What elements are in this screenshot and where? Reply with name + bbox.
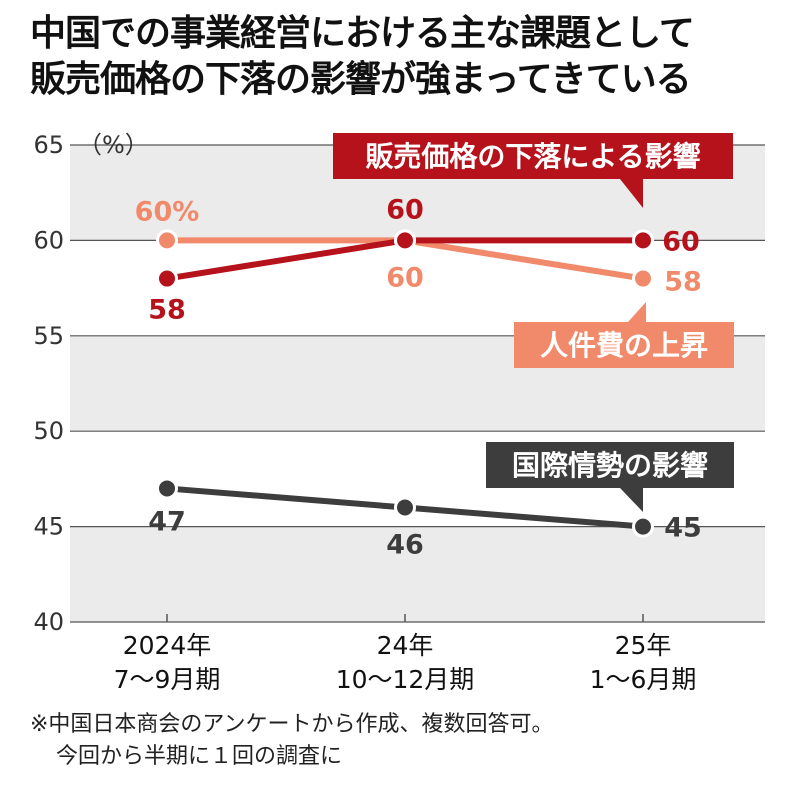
data-label-price-1: 60 bbox=[386, 194, 424, 225]
y-tick-label-60: 60 bbox=[33, 226, 64, 254]
data-label-labor-2: 58 bbox=[664, 267, 702, 298]
legend-pointer-intl bbox=[620, 488, 643, 512]
legend-box-price bbox=[333, 133, 733, 179]
data-point-intl-2 bbox=[632, 515, 654, 538]
x-category-label-1-0: 24年 bbox=[377, 631, 434, 660]
legend-pointer-price bbox=[620, 179, 643, 208]
legend-label-price: 販売価格の下落による影響 bbox=[365, 140, 700, 173]
x-category-label-0-1: 7～9月期 bbox=[114, 665, 221, 694]
data-point-labor-2 bbox=[632, 267, 654, 290]
data-point-price-2 bbox=[632, 229, 654, 252]
data-point-labor-0 bbox=[156, 229, 178, 252]
x-category-label-0-0: 2024年 bbox=[123, 631, 212, 660]
y-tick-label-40: 40 bbox=[33, 608, 64, 636]
data-label-intl-2: 45 bbox=[664, 513, 702, 544]
data-point-intl-1 bbox=[394, 496, 416, 519]
data-label-intl-1: 46 bbox=[386, 530, 424, 561]
x-category-label-1-1: 10～12月期 bbox=[336, 665, 475, 694]
data-label-intl-0: 47 bbox=[148, 506, 186, 537]
y-tick-label-55: 55 bbox=[33, 322, 64, 350]
x-category-label-2-1: 1～6月期 bbox=[590, 665, 697, 694]
y-tick-label-50: 50 bbox=[33, 417, 64, 445]
y-tick-label-65: 65 bbox=[33, 131, 64, 159]
chart-title-line-1: 中国での事業経営における主な課題として bbox=[30, 13, 695, 54]
data-point-price-1 bbox=[394, 229, 416, 252]
data-label-labor-0: 60% bbox=[135, 196, 200, 227]
legend-label-intl: 国際情勢の影響 bbox=[512, 449, 708, 482]
legend-box-intl bbox=[486, 442, 734, 488]
y-tick-label-45: 45 bbox=[33, 513, 64, 541]
data-point-intl-0 bbox=[156, 477, 178, 500]
chart-title-line-2: 販売価格の下落の影響が強まってきている bbox=[30, 59, 692, 100]
data-label-price-0: 58 bbox=[148, 295, 186, 326]
y-unit-label: （%） bbox=[78, 131, 149, 159]
legend-box-labor bbox=[514, 322, 734, 368]
survey-note: 今回から半期に１回の調査に bbox=[56, 744, 343, 769]
data-point-price-0 bbox=[156, 267, 178, 290]
grid-band-2 bbox=[70, 526, 765, 622]
x-category-label-2-0: 25年 bbox=[615, 631, 672, 660]
source-note: ※中国日本商会のアンケートから作成、複数回答可。 bbox=[30, 712, 554, 737]
legend-label-labor: 人件費の上昇 bbox=[540, 329, 708, 362]
data-label-labor-1: 60 bbox=[386, 262, 424, 293]
data-label-price-2: 60 bbox=[662, 226, 700, 257]
legend-pointer-labor bbox=[628, 302, 646, 322]
